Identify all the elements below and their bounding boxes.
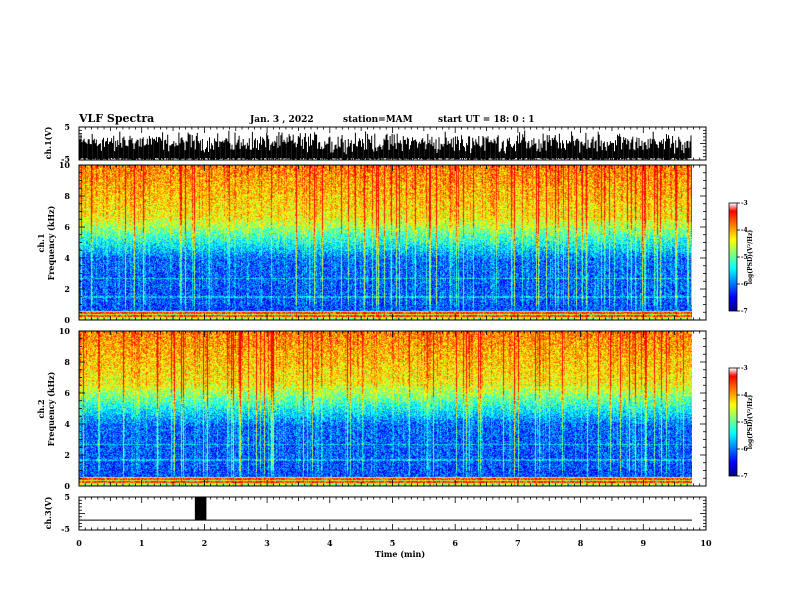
ch1-waveform-line <box>79 130 692 160</box>
station-label: station=MAM <box>343 115 413 125</box>
ch2-colorbar-label: log(PSD)(V²/Hz) <box>747 395 754 450</box>
colorbar-tick-label: -6 <box>741 446 748 453</box>
x-axis-label: Time (min) <box>375 549 425 559</box>
spectrogram-ytick-label: 6 <box>64 222 70 232</box>
x-tick-label: 2 <box>202 538 208 548</box>
x-tick-label: 3 <box>264 538 270 548</box>
colorbar-tick-label: -5 <box>741 419 748 426</box>
spectrogram-ytick-label: 2 <box>64 284 70 294</box>
spectrogram-ytick-label: 10 <box>59 326 71 336</box>
ch1-spectrogram-ticks: 0 2 4 6 8 10 <box>59 160 707 325</box>
ch2-colorbar-image <box>729 368 737 476</box>
ch3-panel: 5 -5 ch.3(V) 0 1 2 3 4 5 6 7 8 9 10 Time (min) <box>43 492 712 559</box>
ch1-waveform-panel: 5 -5 ch.1(V) <box>43 122 707 164</box>
ch1-spectrogram-image <box>79 165 692 320</box>
spectrogram-ytick-label: 10 <box>59 160 71 170</box>
colorbar-tick-label: -7 <box>741 308 748 315</box>
ch2-spectrogram-ylabel: Frequency (kHz) <box>46 371 56 446</box>
ch3-ylabel: ch.3(V) <box>43 496 53 529</box>
x-tick-label: 7 <box>515 538 521 548</box>
ch2-spectrogram-ylabel-channel: ch.2 <box>36 399 46 418</box>
ch1-waveform-ytick-top: 5 <box>64 122 70 132</box>
colorbar-tick-label: -3 <box>741 200 748 207</box>
ch1-colorbar-image <box>729 203 737 311</box>
figure-title: VLF Spectra <box>78 112 154 125</box>
colorbar-tick-label: -4 <box>741 227 748 234</box>
ch1-waveform-trace <box>79 130 692 160</box>
x-tick-labels: 0 1 2 3 4 5 6 7 8 9 10 <box>76 538 712 548</box>
ch1-waveform-ytick-bottom: -5 <box>61 154 70 164</box>
ch2-spectrogram-image <box>79 331 692 486</box>
x-tick-label: 4 <box>327 538 333 548</box>
ch1-spectrogram-ylabel-channel: ch.1 <box>36 233 46 252</box>
ch2-colorbar-ticks: -3 -4 -5 -6 -7 <box>737 365 748 480</box>
ch1-spectrogram-ylabel: Frequency (kHz) <box>46 205 56 280</box>
ch1-waveform-ticks <box>78 126 707 161</box>
ch1-colorbar-label: log(PSD)(V²/Hz) <box>747 230 754 285</box>
colorbar-tick-label: -6 <box>741 281 748 288</box>
spectrogram-ytick-label: 8 <box>64 357 70 367</box>
ch3-ticks <box>78 496 707 531</box>
spectrogram-ytick-label: 2 <box>64 450 70 460</box>
x-tick-label: 10 <box>700 538 712 548</box>
x-tick-label: 5 <box>390 538 396 548</box>
x-tick-label: 1 <box>139 538 145 548</box>
spectrogram-ytick-label: 0 <box>64 315 70 325</box>
colorbar-tick-label: -3 <box>741 365 748 372</box>
x-tick-label: 9 <box>641 538 647 548</box>
colorbar-tick-label: -4 <box>741 392 748 399</box>
x-tick-label: 6 <box>452 538 458 548</box>
ch3-ytick-top: 5 <box>64 492 70 502</box>
ch1-colorbar-ticks: -3 -4 -5 -6 -7 <box>737 200 748 315</box>
ch3-signal-trace <box>79 497 692 521</box>
x-tick-label: 8 <box>578 538 584 548</box>
spectrogram-ytick-label: 4 <box>64 253 70 263</box>
ch3-pulse <box>194 497 207 521</box>
date-label: Jan. 3 , 2022 <box>249 115 314 125</box>
colorbar-tick-label: -5 <box>741 254 748 261</box>
x-tick-label: 0 <box>76 538 82 548</box>
ch1-waveform-ylabel: ch.1(V) <box>43 126 53 159</box>
spectrogram-ytick-label: 4 <box>64 419 70 429</box>
colorbar-tick-label: -7 <box>741 473 748 480</box>
spectrogram-ytick-label: 0 <box>64 481 70 491</box>
ch2-spectrogram-ticks: 0 2 4 6 8 10 <box>59 326 707 491</box>
spectrogram-ytick-label: 8 <box>64 191 70 201</box>
spectrogram-ytick-label: 6 <box>64 388 70 398</box>
ch3-ytick-bottom: -5 <box>61 524 70 534</box>
start-time-label: start UT = 18: 0 : 1 <box>438 115 535 125</box>
